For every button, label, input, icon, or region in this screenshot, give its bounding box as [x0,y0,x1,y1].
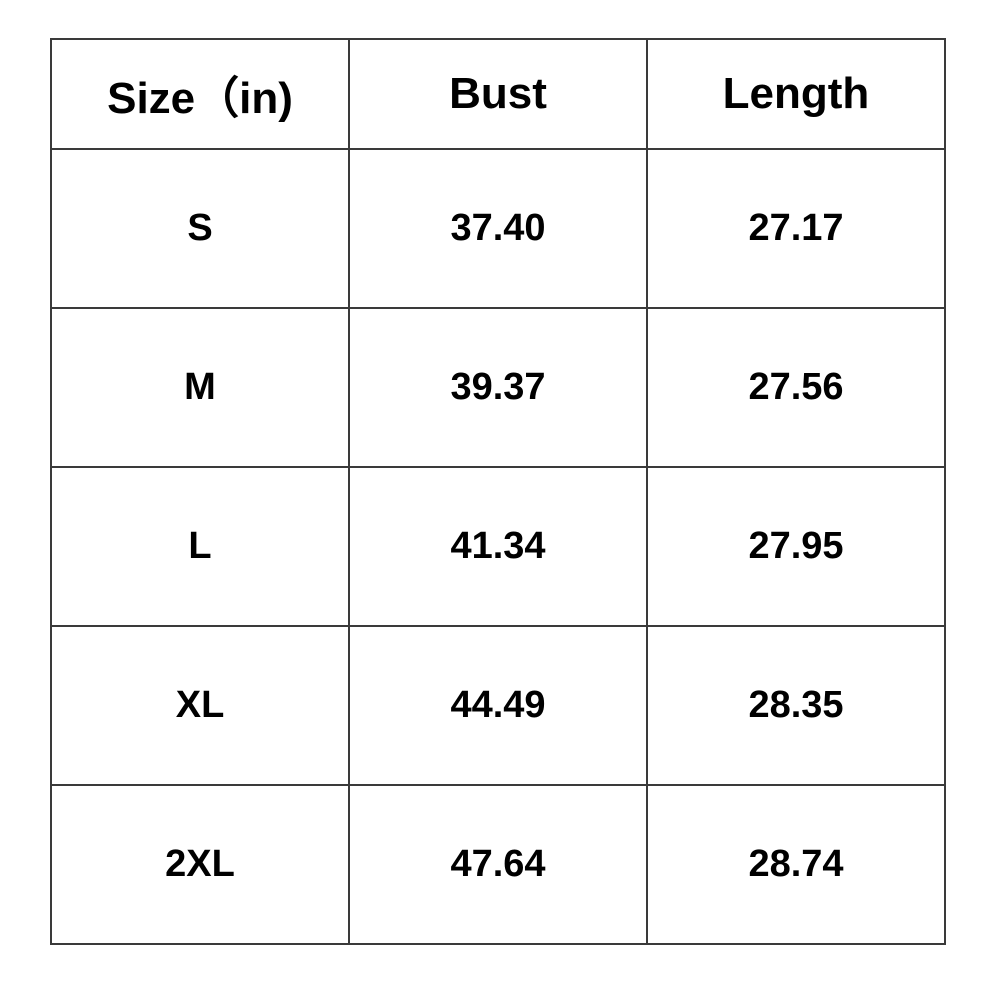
table-cell: 41.34 [348,466,648,627]
table-body: S 37.40 27.17 M 39.37 27.56 L 41.34 27.95 XL 44.49… [50,148,946,945]
table-cell: 27.56 [646,307,946,468]
table-row: S 37.40 27.17 [50,148,946,309]
table-cell: 39.37 [348,307,648,468]
table-row: XL 44.49 28.35 [50,625,946,786]
table-cell: 27.95 [646,466,946,627]
table-row: M 39.37 27.56 [50,307,946,468]
header-cell: Bust [348,38,648,150]
table-cell: 44.49 [348,625,648,786]
size-table: Size（in) Bust Length S 37.40 27.17 M 39.37 27.5… [50,38,946,945]
table-row: 2XL 47.64 28.74 [50,784,946,945]
header-cell: Length [646,38,946,150]
table-row: L 41.34 27.95 [50,466,946,627]
table-cell: 28.74 [646,784,946,945]
table-cell: 28.35 [646,625,946,786]
table-cell: 2XL [50,784,350,945]
header-row: Size（in) Bust Length [50,38,946,150]
table-cell: 37.40 [348,148,648,309]
table-cell: 47.64 [348,784,648,945]
table-cell: L [50,466,350,627]
table-cell: XL [50,625,350,786]
table-cell: S [50,148,350,309]
table-cell: 27.17 [646,148,946,309]
table-cell: M [50,307,350,468]
header-cell: Size（in) [50,38,350,150]
